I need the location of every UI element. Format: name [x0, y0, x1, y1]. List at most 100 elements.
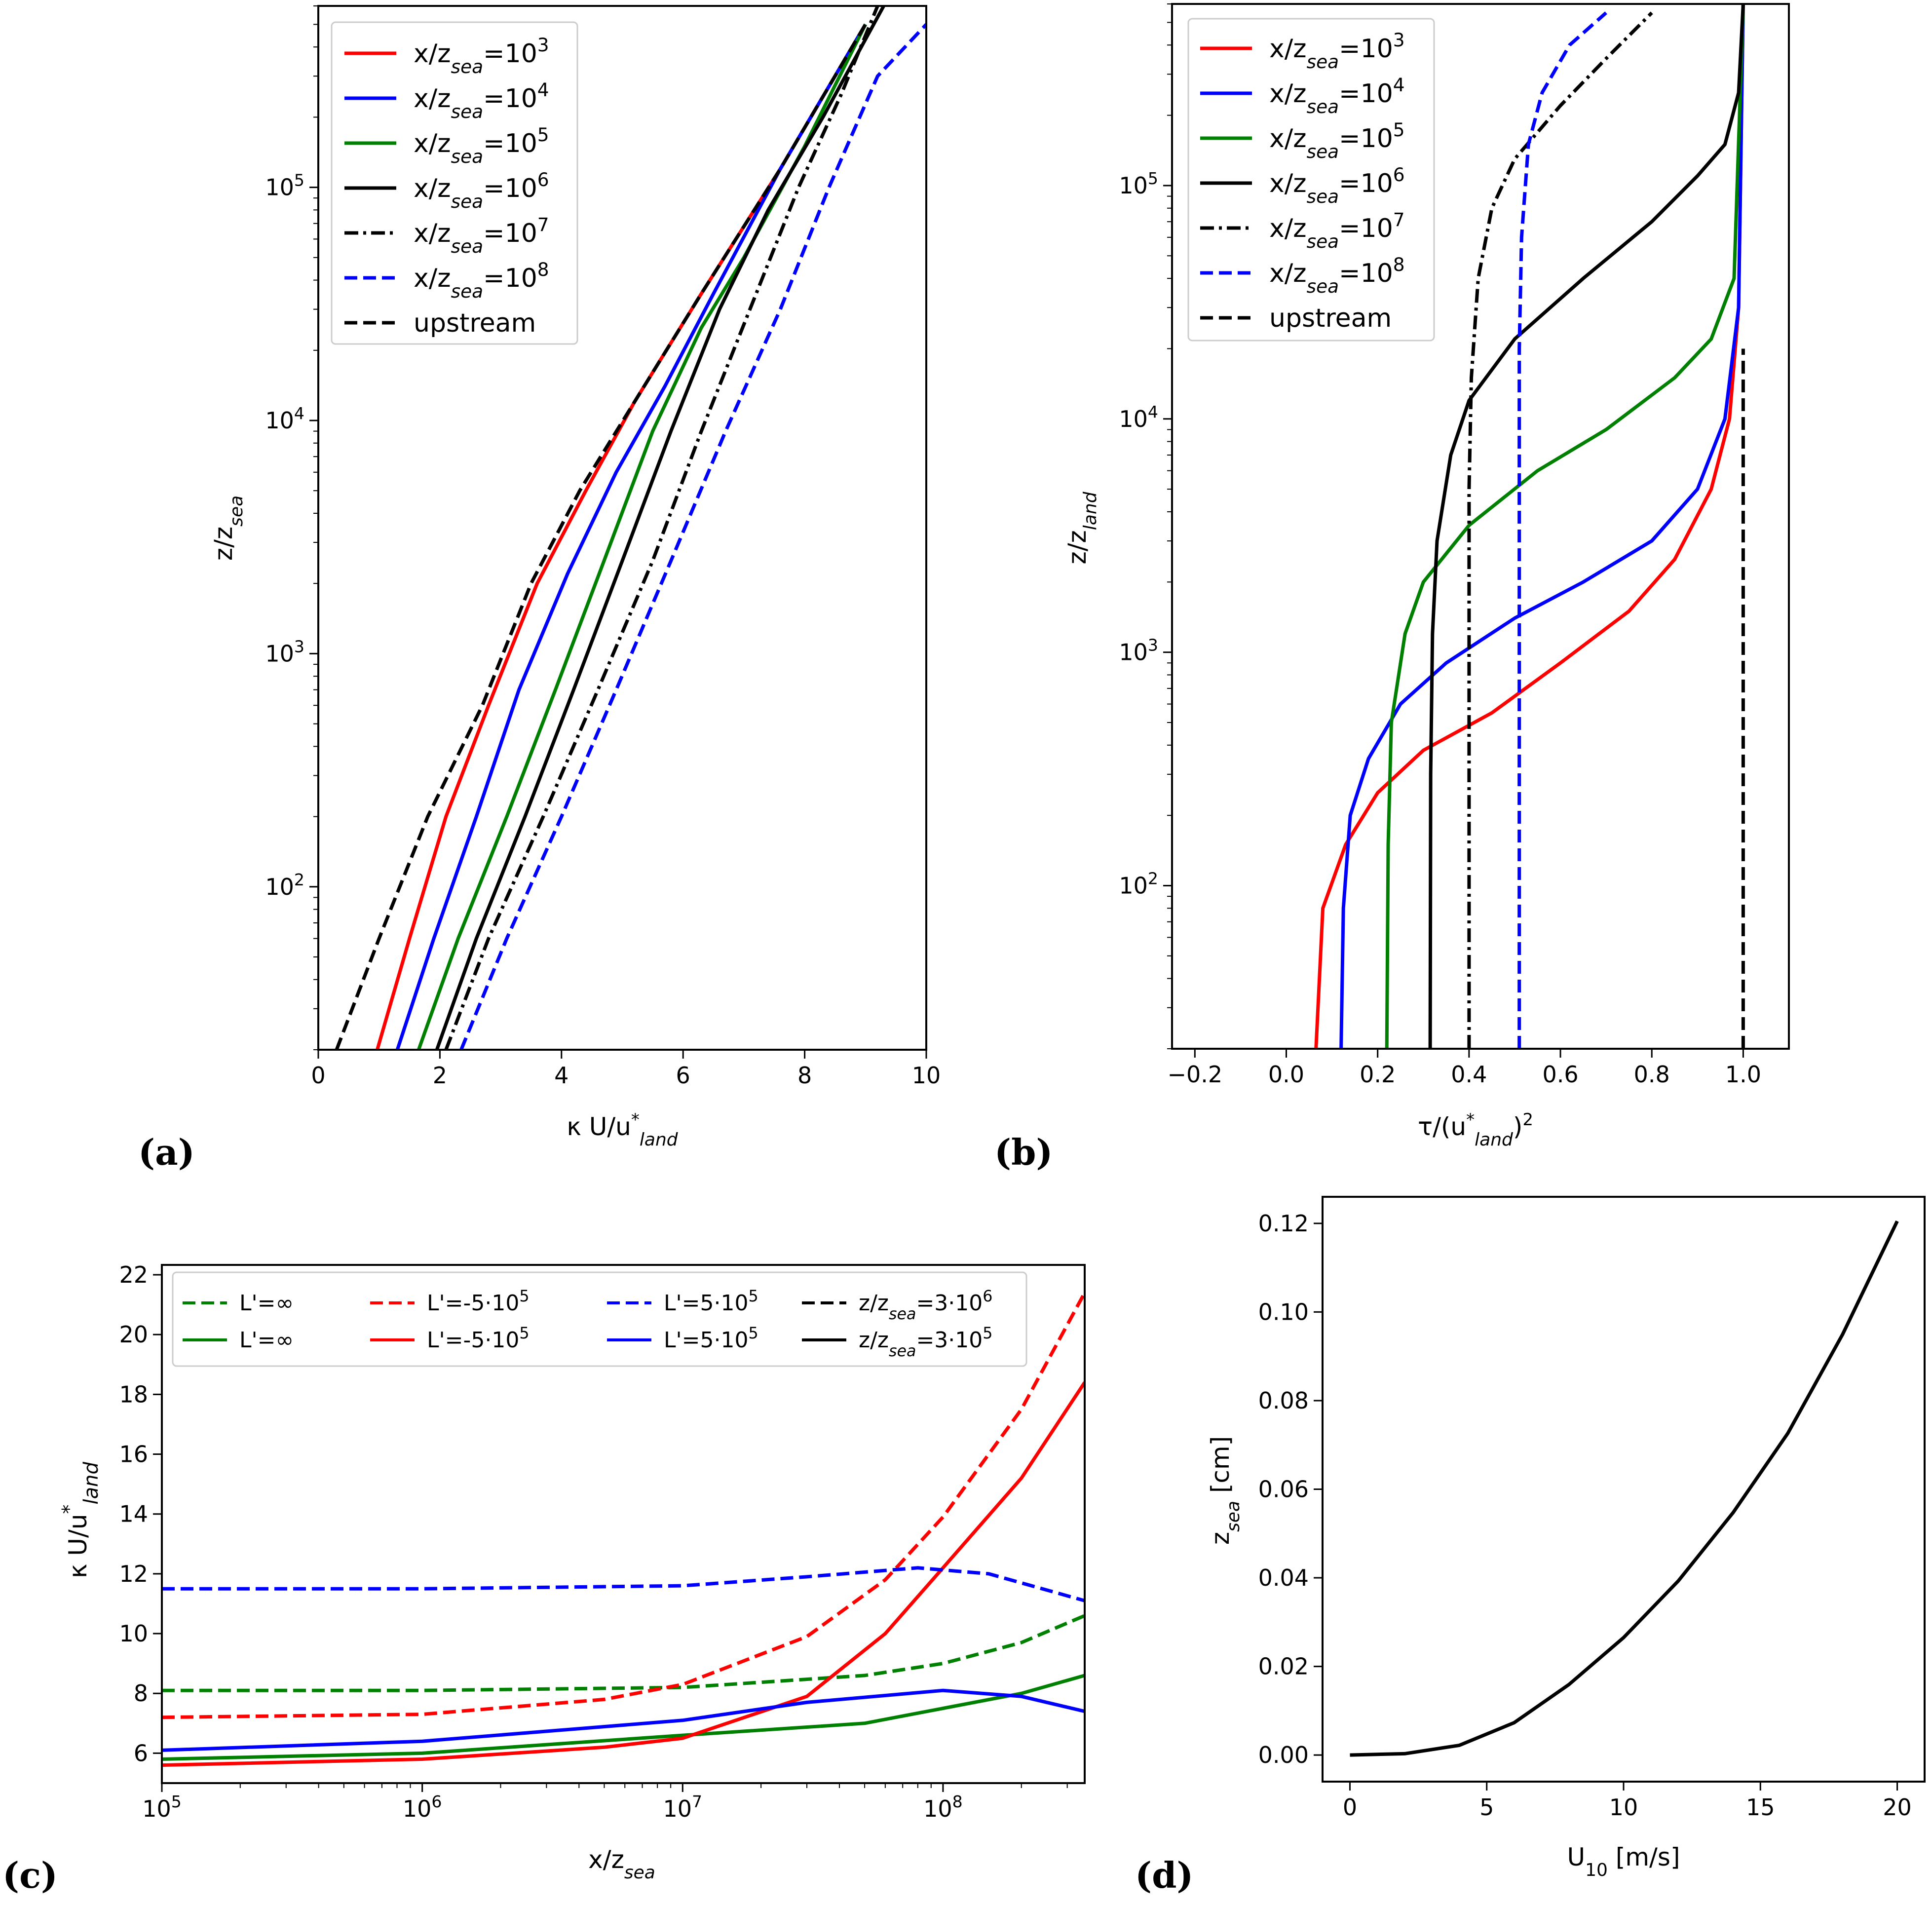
- series-line-2: [1385, 4, 1745, 1049]
- legend-label: x/zsea=103: [1269, 29, 1405, 73]
- legend-label: x/zsea=103: [414, 34, 549, 77]
- series-line-5: [459, 23, 926, 1050]
- series-line-0: [162, 1614, 1085, 1692]
- y-tick-label: 14: [119, 1501, 148, 1527]
- y-tick-label: 16: [119, 1441, 148, 1468]
- x-tick-label: 106: [403, 1792, 442, 1823]
- legend-label: x/zsea=104: [1269, 74, 1405, 117]
- legend-label: L'=5·105: [664, 1288, 758, 1316]
- series-line-3: [435, 6, 885, 1050]
- y-tick-label: 8: [134, 1680, 148, 1707]
- legend-label: x/zsea=107: [1269, 209, 1405, 252]
- y-tick-label: 102: [1119, 869, 1158, 899]
- x-tick-label: 2: [433, 1062, 447, 1089]
- x-tick-label: 105: [142, 1792, 182, 1823]
- legend-label: x/zsea=106: [414, 169, 549, 212]
- y-tick-label: 105: [265, 170, 304, 201]
- panel-b-y-ticks: 102 103 104 105: [1119, 3, 1172, 1049]
- y-tick-label: 10: [119, 1620, 148, 1647]
- x-tick-label: 0: [311, 1062, 325, 1089]
- x-tick-label: 107: [663, 1792, 702, 1823]
- x-tick-label: 6: [676, 1062, 690, 1089]
- panel-c-legend-box: [172, 1271, 1027, 1367]
- series-line-0: [1314, 4, 1745, 1049]
- legend-label: L'=-5·105: [427, 1288, 529, 1316]
- panel-b-frame: [1171, 3, 1790, 1050]
- panel-c-y-ticks: 6 8 10 12 14 16 18 20 22: [119, 1261, 162, 1766]
- panel-b-x-label: τ/(u*land)2: [1418, 1110, 1533, 1150]
- panel-d: 0 5 10 15 20 0.00 0.02 0.04 0.06 0.08 0.10 0.12 U1…: [1135, 1196, 1926, 1896]
- panel-a-plot: [335, 6, 926, 1050]
- panel-a-label: (a): [138, 1131, 195, 1173]
- legend-label: x/zsea=107: [414, 214, 549, 257]
- legend-label: L'=5·105: [664, 1325, 758, 1353]
- y-tick-label: 104: [1119, 402, 1158, 432]
- series-line-5: [162, 1688, 1085, 1752]
- x-tick-label: 0.2: [1360, 1061, 1396, 1088]
- y-tick-label: 12: [119, 1561, 148, 1587]
- panel-c-label: (c): [2, 1854, 58, 1896]
- x-tick-label: −0.2: [1167, 1061, 1222, 1088]
- series-line-1: [395, 23, 867, 1050]
- panel-a-y-ticks: 102 103 104 105: [265, 5, 318, 1050]
- y-tick-label: 0.02: [1258, 1653, 1309, 1680]
- legend-label: upstream: [1269, 304, 1392, 333]
- panel-b-legend-box: [1187, 18, 1435, 342]
- panel-d-x-ticks: 0 5 10 15 20: [1343, 1782, 1912, 1821]
- panel-b-legend-entries: x/zsea=103x/zsea=104x/zsea=105x/zsea=106…: [1200, 29, 1405, 333]
- panel-c-frame: [161, 1264, 1086, 1784]
- panel-c-legend-entries: L'=∞ L'=∞ L'=-5·105 L'=-5·105 L'=5·105 L'=5·1…: [183, 1288, 992, 1360]
- y-tick-label: 102: [265, 870, 304, 900]
- series-line-3: [162, 1381, 1085, 1767]
- panel-d-y-label: zsea [cm]: [1206, 1436, 1244, 1545]
- panel-a-x-label: κ U/u*land: [567, 1110, 678, 1150]
- panel-a-frame: [317, 5, 927, 1051]
- series-line-3: [1428, 4, 1745, 1049]
- panel-c-y-label: κ U/u*land: [58, 1461, 103, 1578]
- y-tick-label: 0.10: [1258, 1298, 1309, 1325]
- legend-label: L'=∞: [239, 1328, 294, 1353]
- x-tick-label: 15: [1746, 1794, 1775, 1821]
- y-tick-label: 18: [119, 1381, 148, 1408]
- panel-d-y-ticks: 0.00 0.02 0.04 0.06 0.08 0.10 0.12: [1258, 1210, 1323, 1768]
- panel-a-legend-box: [331, 21, 578, 345]
- legend-label: x/zsea=105: [1269, 119, 1405, 162]
- panel-a-legend-entries: x/zsea=103x/zsea=104x/zsea=105x/zsea=106…: [344, 34, 549, 338]
- y-tick-label: 104: [265, 404, 304, 434]
- legend-label: z/zsea=3·106: [859, 1288, 992, 1323]
- x-tick-label: 0.6: [1542, 1061, 1578, 1088]
- legend-label: L'=-5·105: [427, 1325, 529, 1353]
- y-tick-label: 0.04: [1258, 1564, 1309, 1591]
- series-line-2: [162, 1292, 1085, 1719]
- x-tick-label: 10: [1609, 1794, 1638, 1821]
- y-tick-label: 0.12: [1258, 1210, 1309, 1237]
- x-tick-label: 0: [1343, 1794, 1357, 1821]
- series-line-1: [162, 1674, 1085, 1761]
- panel-d-label: (d): [1135, 1854, 1193, 1896]
- panel-a-legend: x/zsea=103x/zsea=104x/zsea=105x/zsea=106…: [331, 21, 578, 345]
- panel-a-y-label: z/zsea: [209, 496, 247, 561]
- panel-c-x-ticks: 105 106 107 108: [142, 1783, 1068, 1823]
- legend-label: x/zsea=104: [414, 79, 549, 122]
- y-tick-label: 105: [1119, 168, 1158, 199]
- panel-d-x-label: U10 [m/s]: [1567, 1843, 1680, 1880]
- panel-c-legend: L'=∞ L'=∞ L'=-5·105 L'=-5·105 L'=5·105 L'=5·1…: [172, 1271, 1027, 1367]
- panel-b-y-label: z/zland: [1063, 491, 1100, 564]
- panel-b-plot: [1314, 4, 1745, 1049]
- panel-b: −0.2 0.0 0.2 0.4 0.6 0.8 1.0 102 103 104 105 τ/(u…: [994, 3, 1790, 1173]
- legend-label: L'=∞: [239, 1291, 294, 1316]
- x-tick-label: 10: [912, 1062, 941, 1089]
- panel-a: 0 2 4 6 8 10 102 103 104 105 κ U/u*land z/zsea x…: [138, 5, 941, 1173]
- panel-c-x-label: x/zsea: [588, 1845, 655, 1883]
- x-tick-label: 8: [797, 1062, 812, 1089]
- panel-d-plot: [1350, 1220, 1899, 1757]
- panel-b-label: (b): [994, 1131, 1053, 1173]
- y-tick-label: 0.06: [1258, 1476, 1309, 1503]
- y-tick-label: 103: [1119, 635, 1158, 666]
- series-line-5: [1517, 11, 1607, 1049]
- y-tick-label: 6: [134, 1740, 148, 1766]
- y-tick-label: 0.00: [1258, 1742, 1309, 1768]
- panel-b-x-ticks: −0.2 0.0 0.2 0.4 0.6 0.8 1.0: [1167, 1049, 1761, 1088]
- legend-label: upstream: [414, 308, 536, 338]
